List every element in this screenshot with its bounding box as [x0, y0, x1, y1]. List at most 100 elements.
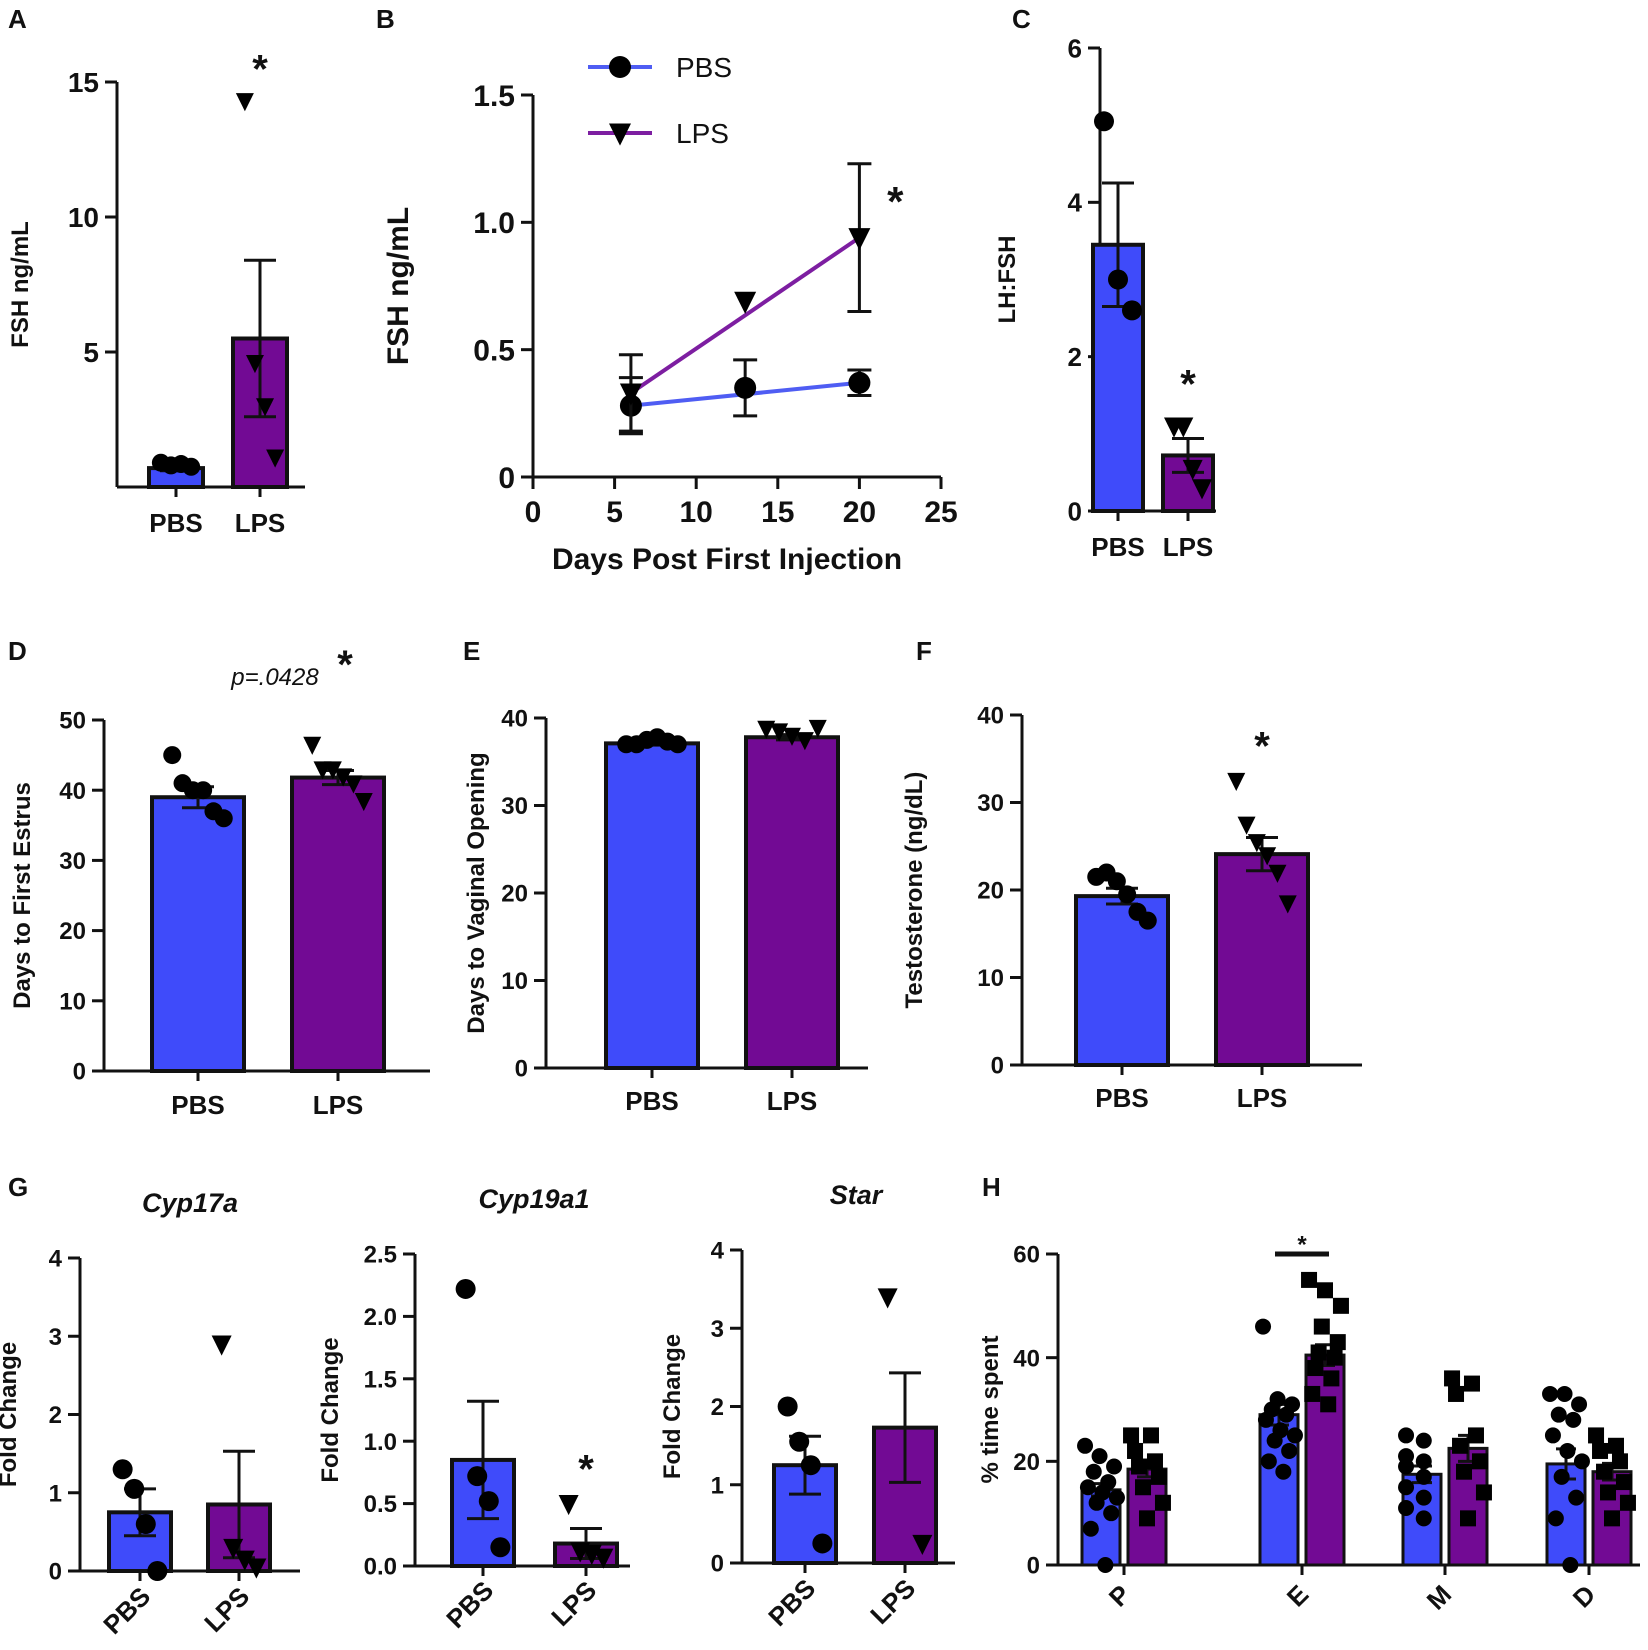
legend-marker — [609, 56, 631, 78]
data-point — [1313, 1318, 1330, 1335]
y-tick-label: 0 — [1068, 496, 1082, 526]
y-tick-label: 4 — [49, 1246, 63, 1273]
y-tick-label: 50 — [59, 708, 86, 735]
bar-lps — [290, 775, 386, 1074]
y-tick-label: 6 — [1068, 33, 1082, 63]
data-point — [1266, 1432, 1283, 1449]
data-point — [800, 1455, 821, 1476]
data-point — [1615, 1474, 1632, 1491]
data-point — [478, 1491, 499, 1512]
y-axis-title: Fold Change — [659, 1334, 686, 1479]
data-point — [1108, 269, 1128, 290]
data-point — [1568, 1489, 1585, 1506]
data-point — [1275, 1463, 1292, 1480]
y-tick-label: 20 — [501, 881, 528, 908]
data-point — [757, 720, 776, 739]
x-category-label: LPS — [864, 1573, 921, 1630]
data-point — [1097, 1557, 1114, 1573]
data-point — [1415, 1510, 1432, 1527]
data-point — [1139, 1510, 1155, 1527]
significance-star: * — [578, 1448, 594, 1492]
data-point — [1150, 1468, 1167, 1485]
data-point — [1565, 1411, 1582, 1428]
panel-g2: 0.0 0.5 1.0 1.5 2.0 2.5 Fold Change PBS LPS Cyp19… — [317, 1184, 630, 1634]
data-point — [1323, 1370, 1340, 1387]
data-point — [194, 781, 213, 800]
data-point — [1600, 1484, 1617, 1501]
y-axis-title: FSH ng/mL — [382, 207, 415, 365]
gene-title: Cyp17a — [142, 1188, 238, 1218]
series-line-lps — [629, 235, 861, 395]
x-category-label: LPS — [313, 1090, 364, 1120]
data-point — [668, 735, 687, 754]
data-point — [1307, 1360, 1324, 1377]
data-point — [1108, 1489, 1125, 1506]
data-point — [112, 1459, 133, 1480]
data-point — [1082, 1520, 1099, 1537]
data-point — [1192, 479, 1212, 500]
x-tick-label: 15 — [761, 496, 794, 529]
data-point — [455, 1278, 476, 1299]
data-point — [848, 228, 871, 251]
y-tick-label: 20 — [1013, 1449, 1040, 1476]
data-point — [1448, 1385, 1465, 1402]
y-tick-label: 3 — [711, 1316, 724, 1343]
data-point — [1131, 1458, 1148, 1475]
data-point — [124, 1478, 145, 1499]
panel-f: F 0 10 20 30 40 Testosterone (ng/dL) PBS LPS * — [901, 636, 1362, 1113]
significance-star: * — [1297, 1231, 1307, 1258]
bar-pbs — [604, 741, 700, 1070]
data-point — [877, 1288, 898, 1309]
data-point — [1301, 1271, 1318, 1288]
data-point — [1094, 111, 1114, 132]
y-tick-label: 10 — [68, 202, 99, 233]
y-tick-label: 0 — [1027, 1553, 1040, 1580]
data-point — [1452, 1437, 1469, 1454]
y-tick-label: 1.0 — [364, 1429, 397, 1456]
data-point — [1607, 1437, 1624, 1454]
panel-letter: F — [916, 636, 932, 666]
data-point — [234, 1550, 255, 1571]
panel-c: C 0 2 4 6 LH:FSH PBS LPS * — [994, 4, 1216, 562]
data-point — [795, 732, 814, 751]
data-point — [1444, 1370, 1461, 1387]
significance-star: * — [337, 643, 353, 687]
data-point — [223, 1538, 244, 1560]
y-tick-label: 10 — [977, 965, 1004, 992]
data-point — [1182, 459, 1203, 481]
y-tick-label: 1 — [49, 1480, 62, 1507]
data-point — [490, 1537, 511, 1558]
data-point — [734, 291, 757, 314]
data-point — [1596, 1463, 1613, 1480]
data-point — [1604, 1510, 1620, 1527]
data-point — [1611, 1453, 1628, 1470]
significance-star: * — [1254, 725, 1270, 769]
y-axis-title: Testosterone (ng/dL) — [901, 772, 928, 1009]
panel-letter: A — [8, 4, 27, 34]
y-axis-title: FSH ng/mL — [7, 221, 34, 348]
data-point — [1278, 1406, 1295, 1423]
y-tick-label: 40 — [1013, 1345, 1040, 1372]
y-axis-title: Days to First Estrus — [9, 782, 36, 1009]
data-point — [1091, 1448, 1108, 1465]
data-point — [1415, 1468, 1432, 1485]
x-category-label: M — [1421, 1579, 1458, 1616]
y-axis-title: % time spent — [977, 1335, 1004, 1483]
p-value-label: p=.0428 — [230, 664, 319, 691]
data-point — [1154, 1494, 1171, 1511]
y-tick-label: 0 — [991, 1053, 1004, 1080]
panel-h: H 0 20 40 60 % time spent P E M D * — [977, 1172, 1640, 1616]
data-point — [1310, 1344, 1327, 1361]
x-category-label: PBS — [440, 1575, 499, 1634]
data-point — [1456, 1463, 1473, 1480]
data-point — [1571, 1396, 1588, 1413]
significance-star: * — [887, 178, 904, 225]
data-point — [1135, 1479, 1152, 1496]
panel-letter: H — [982, 1172, 1001, 1202]
y-tick-label: 1.5 — [473, 80, 515, 113]
data-point — [808, 719, 827, 738]
y-tick-label: 1.5 — [364, 1366, 397, 1393]
y-tick-label: 0.0 — [364, 1554, 397, 1581]
panel-b: B 0 5 10 15 20 25 Days Post First Injection 0 0.5… — [376, 4, 958, 576]
data-point — [147, 1561, 168, 1581]
